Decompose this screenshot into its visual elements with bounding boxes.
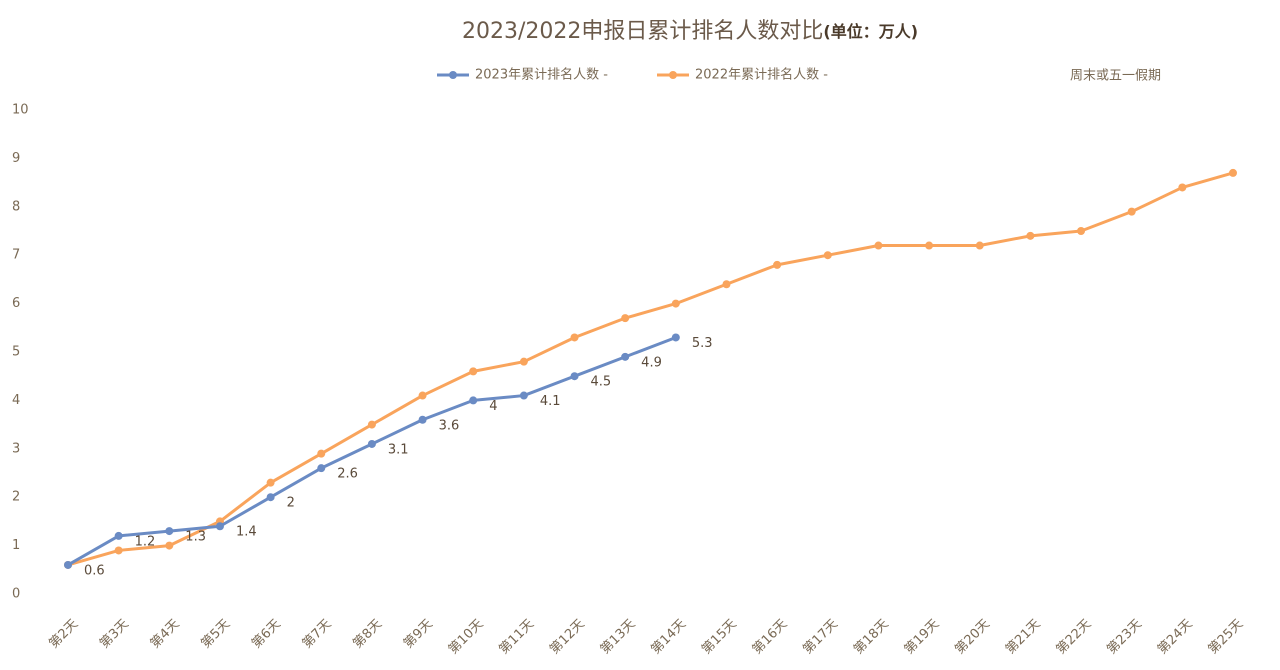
data-label: 1.4: [236, 525, 257, 540]
data-label: 3.1: [388, 442, 409, 457]
data-point: [1229, 168, 1237, 177]
x-tick-label: 第9天: [401, 617, 436, 652]
data-point: [1127, 207, 1136, 216]
data-label: 1.3: [185, 530, 206, 545]
y-tick-label: 6: [12, 296, 20, 311]
annotation: 周末或五一假期: [1070, 69, 1161, 84]
x-tick-label: 第10天: [446, 617, 487, 658]
data-point: [317, 449, 326, 458]
data-point: [823, 251, 832, 260]
data-point: [925, 241, 934, 250]
y-tick-label: 0: [12, 587, 20, 602]
series-line: [67, 336, 677, 567]
data-point: [367, 439, 376, 448]
data-point: [1178, 183, 1187, 192]
x-tick-label: 第13天: [598, 617, 639, 658]
y-tick-label: 7: [12, 248, 20, 263]
y-tick-label: 5: [12, 345, 20, 360]
chart-title: 2023/2022申报日累计排名人数对比: [462, 19, 823, 44]
y-tick-label: 10: [12, 103, 29, 118]
x-tick-label: 第25天: [1206, 617, 1247, 658]
x-tick-label: 第3天: [97, 617, 132, 652]
x-tick-label: 第22天: [1054, 617, 1095, 658]
x-tick-label: 第2天: [46, 617, 81, 652]
data-point: [367, 420, 376, 429]
y-tick-label: 8: [12, 199, 20, 214]
data-point: [621, 314, 630, 323]
data-point: [519, 357, 528, 366]
data-point: [418, 415, 427, 424]
data-point: [114, 546, 123, 555]
data-point: [165, 541, 174, 550]
data-point: [519, 391, 528, 400]
data-point: [469, 396, 478, 405]
data-point: [266, 493, 275, 502]
y-tick-label: 3: [12, 441, 20, 456]
data-point: [1026, 231, 1035, 240]
x-tick-label: 第19天: [902, 617, 943, 658]
data-label: 4: [489, 399, 497, 414]
data-point: [317, 464, 326, 473]
x-tick-label: 第8天: [350, 617, 385, 652]
data-point: [64, 560, 72, 569]
data-point: [975, 241, 984, 250]
y-tick-label: 2: [12, 490, 20, 505]
x-tick-label: 第21天: [1003, 617, 1044, 658]
data-point: [570, 333, 579, 342]
data-label: 2: [287, 496, 295, 511]
x-tick-label: 第24天: [1155, 617, 1196, 658]
x-tick-label: 第6天: [249, 617, 284, 652]
x-tick-label: 第11天: [496, 617, 537, 658]
data-point: [215, 522, 224, 531]
x-tick-label: 第12天: [547, 617, 588, 658]
data-point: [773, 260, 782, 269]
data-point: [1077, 227, 1086, 235]
series-line: [67, 171, 1234, 567]
legend-marker: [449, 71, 457, 79]
data-label: 1.2: [135, 534, 156, 549]
data-point: [418, 391, 427, 400]
data-point: [469, 367, 478, 376]
x-tick-label: 第20天: [952, 617, 993, 658]
data-label: 2.6: [337, 467, 358, 482]
data-label: 4.1: [540, 394, 561, 409]
chart-subtitle: (单位：万人): [823, 22, 918, 41]
x-tick-label: 第23天: [1104, 617, 1145, 658]
x-tick-label: 第17天: [800, 617, 841, 658]
data-point: [165, 527, 174, 536]
data-label: 3.6: [439, 418, 460, 433]
x-tick-label: 第4天: [148, 617, 183, 652]
x-tick-label: 第18天: [851, 617, 892, 658]
data-point: [671, 333, 680, 342]
legend-label: 2022年累计排名人数 -: [695, 67, 828, 83]
data-point: [722, 280, 731, 289]
x-tick-label: 第7天: [300, 617, 335, 652]
y-tick-label: 4: [12, 393, 20, 408]
y-tick-label: 9: [12, 151, 20, 166]
x-tick-label: 第5天: [198, 617, 233, 652]
data-point: [266, 478, 275, 487]
data-label: 4.9: [641, 355, 662, 370]
legend-label: 2023年累计排名人数 -: [475, 67, 608, 83]
data-point: [570, 372, 579, 381]
data-point: [671, 299, 680, 308]
data-point: [114, 531, 123, 540]
x-tick-label: 第15天: [699, 617, 740, 658]
data-label: 4.5: [591, 375, 612, 390]
x-tick-label: 第14天: [648, 617, 689, 658]
y-tick-label: 1: [12, 538, 20, 553]
x-tick-label: 第16天: [750, 617, 791, 658]
data-point: [874, 241, 883, 250]
data-label: 0.6: [84, 563, 105, 578]
data-point: [621, 352, 630, 361]
chart-title-group: 2023/2022申报日累计排名人数对比(单位：万人): [462, 19, 918, 44]
legend-marker: [669, 71, 677, 79]
data-label: 5.3: [692, 336, 713, 351]
